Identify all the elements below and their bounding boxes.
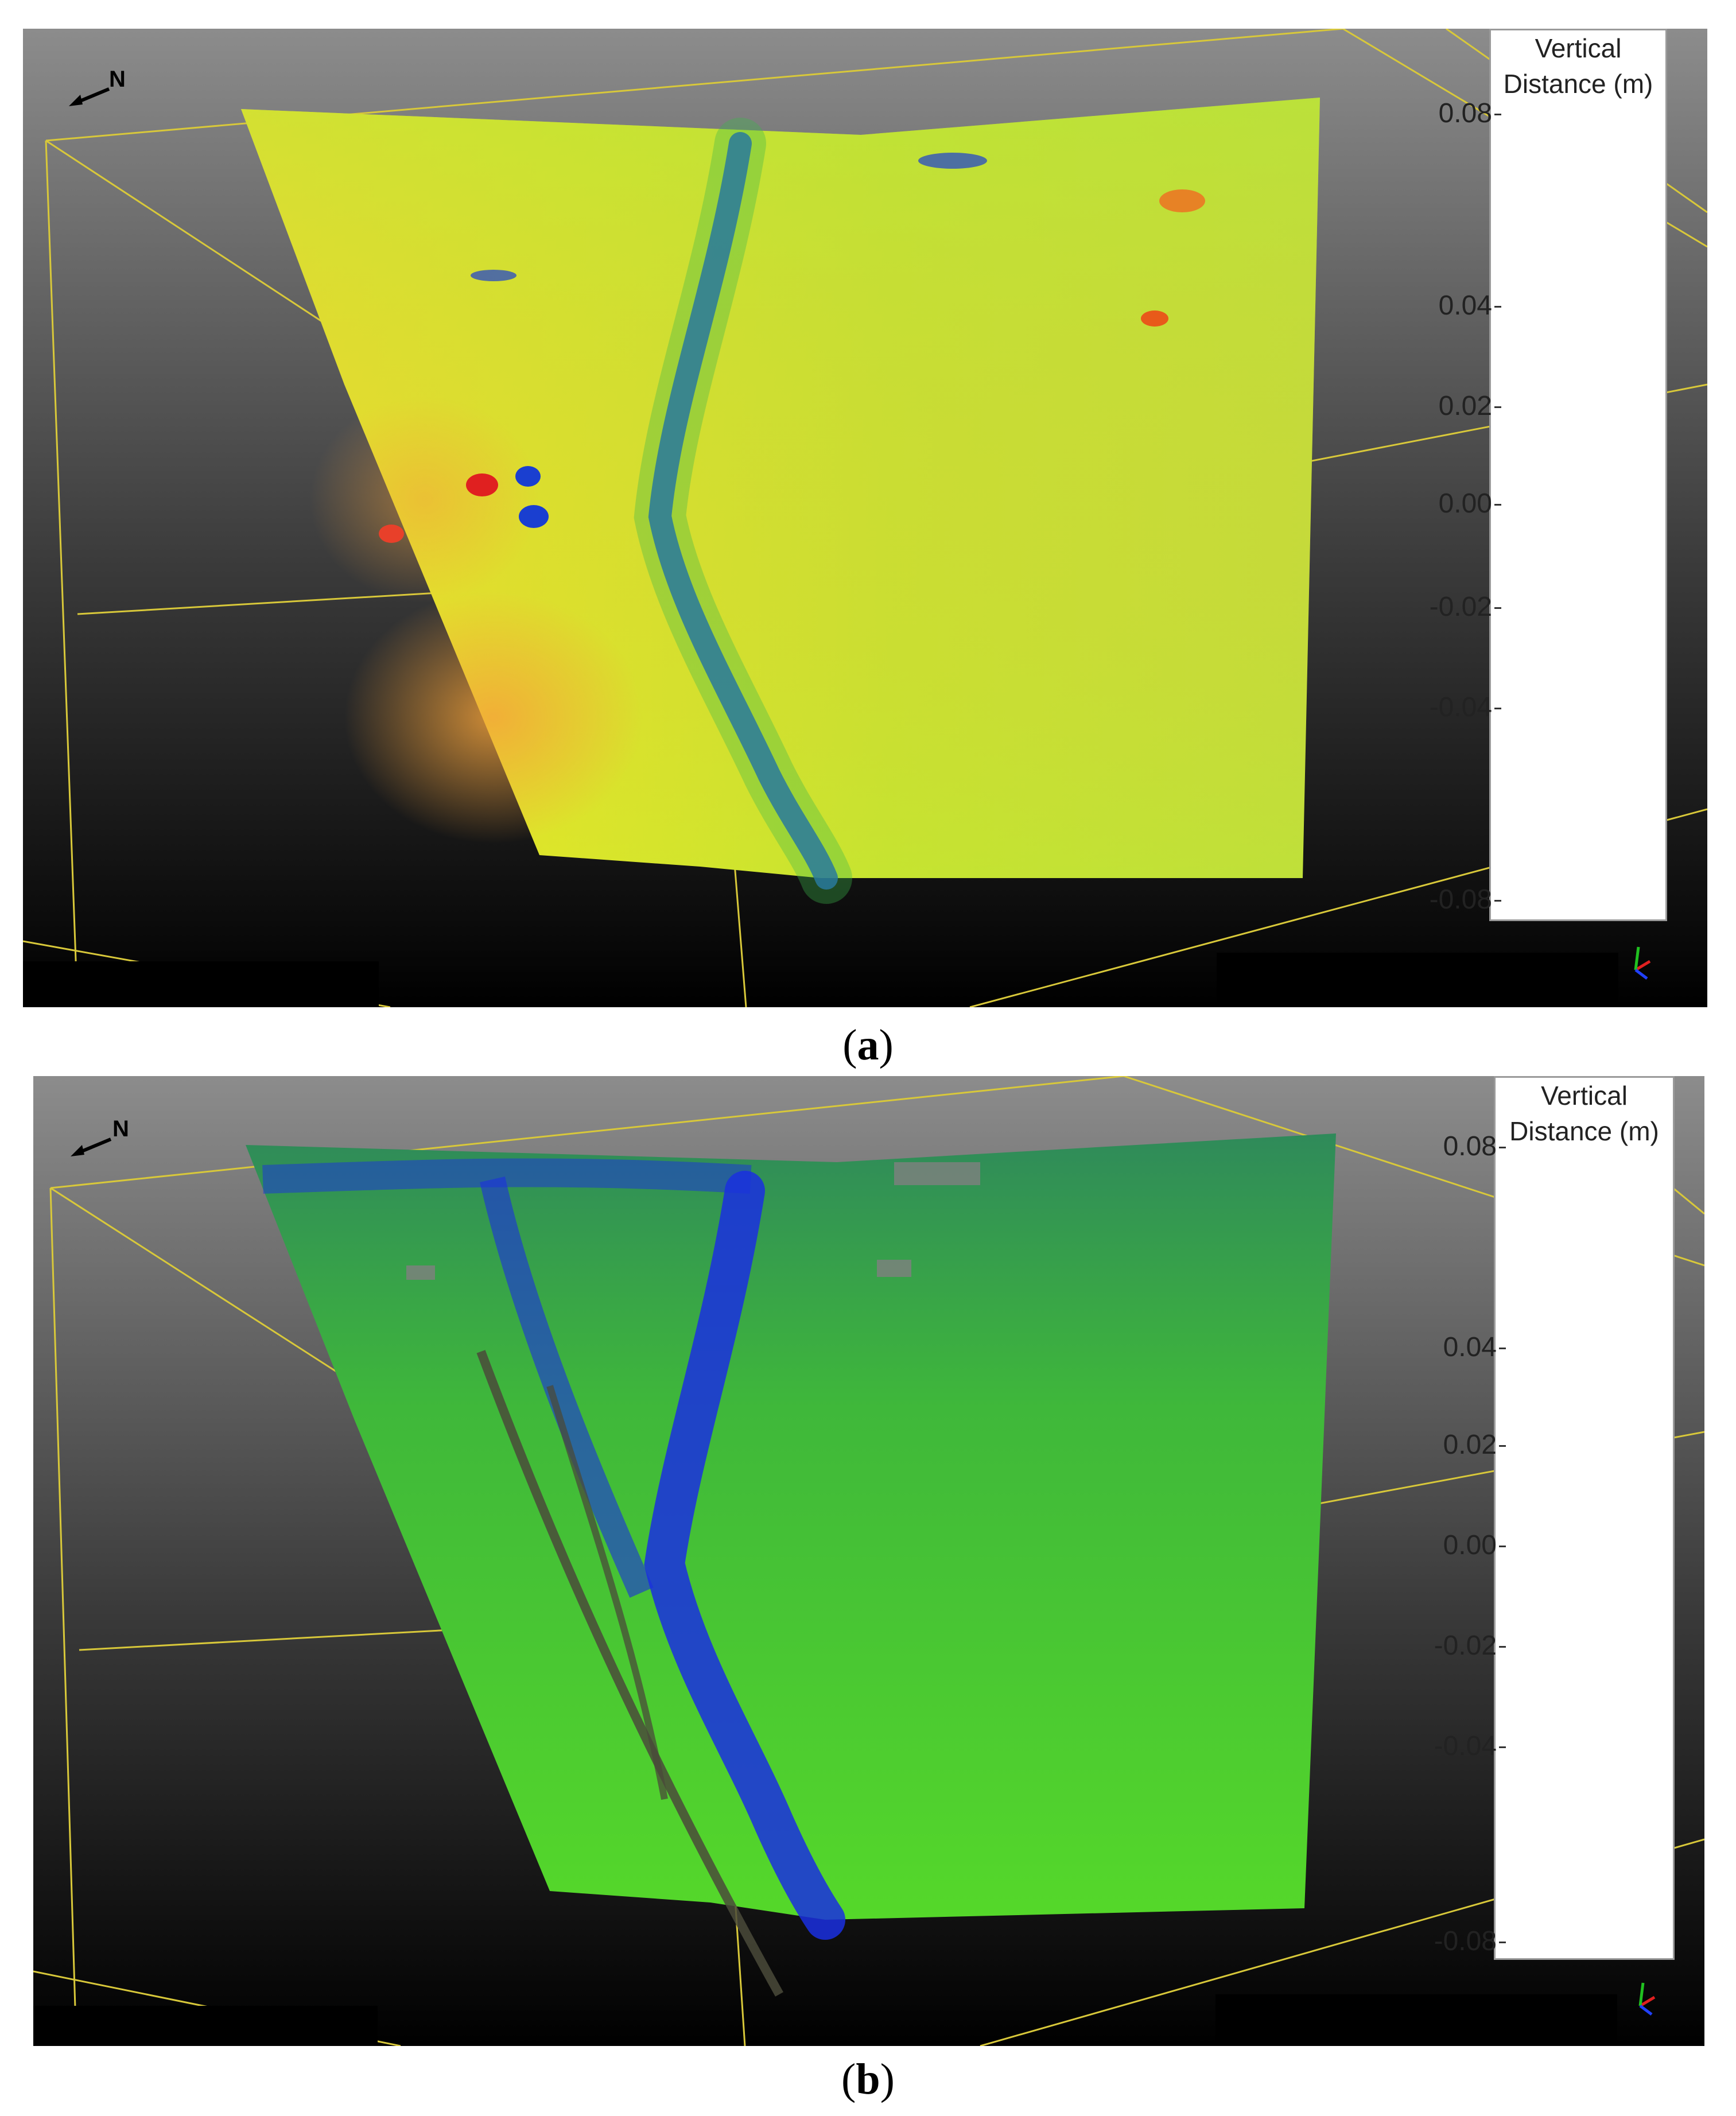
colorbar-a: Vertical Distance (m) (1489, 29, 1667, 921)
caption-b: (b) (841, 2055, 895, 2103)
panel-b-scene (33, 1076, 1704, 2046)
colorbar-tick: -0.08 (1423, 884, 1501, 915)
colorbar-title-line2: Distance (m) (1509, 1116, 1659, 1146)
north-label: N (109, 67, 126, 92)
colorbar-tick: -0.02 (1423, 591, 1501, 623)
colorbar-tick: 0.04 (1423, 290, 1501, 321)
colorbar-tick: -0.04 (1428, 1730, 1506, 1762)
colorbar-tick: 0.00 (1423, 488, 1501, 519)
axis-triad-icon (1634, 946, 1651, 980)
caption-letter: a (857, 1021, 879, 1069)
north-arrow-icon (71, 1137, 112, 1156)
status-bar-right (1215, 1994, 1617, 2046)
colorbar-tick: -0.02 (1428, 1630, 1506, 1661)
colorbar-tick: 0.08 (1423, 98, 1501, 129)
colorbar-tick: -0.08 (1428, 1925, 1506, 1957)
colorbar-tick: 0.00 (1428, 1529, 1506, 1561)
status-bar-right (1217, 953, 1618, 1007)
colorbar-title-line1: Vertical (1535, 33, 1622, 63)
colorbar-b: Vertical Distance (m) (1494, 1076, 1675, 1960)
panel-a-3d-view: N Vertical Distance (m) 0.08 0.04 0.02 0… (23, 29, 1707, 1007)
colorbar-tick: 0.02 (1428, 1429, 1506, 1461)
panel-b-3d-view: N Vertical Distance (m) 0.08 0.04 0.02 0… (33, 1076, 1704, 2046)
status-bar-left (33, 2006, 378, 2046)
caption-letter: b (856, 2055, 880, 2103)
axis-triad-icon (1638, 1982, 1656, 2016)
colorbar-title-line2: Distance (m) (1503, 69, 1653, 99)
colorbar-title-line1: Vertical (1541, 1081, 1628, 1111)
point-cloud-surface (246, 1133, 1336, 1920)
north-label: N (112, 1116, 129, 1142)
colorbar-tick: 0.08 (1428, 1131, 1506, 1162)
north-arrow-icon (69, 87, 110, 106)
colorbar-tick: 0.02 (1423, 390, 1501, 422)
colorbar-tick: -0.04 (1423, 692, 1501, 723)
caption-a: (a) (842, 1021, 894, 1069)
status-bar-left (23, 961, 379, 1007)
colorbar-tick: 0.04 (1428, 1331, 1506, 1363)
